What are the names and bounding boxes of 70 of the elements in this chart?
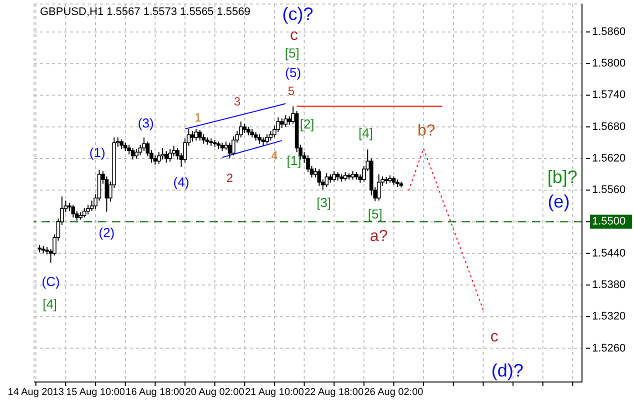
annotation: 4 xyxy=(271,148,278,162)
y-tick-label: 1.5440 xyxy=(592,247,626,260)
candlestick xyxy=(258,134,262,144)
candlestick xyxy=(265,134,269,144)
y-tick-label: 1.5260 xyxy=(592,342,626,354)
candlestick xyxy=(82,208,86,218)
y-tick-label: 1.5860 xyxy=(592,26,626,38)
candlestick xyxy=(120,138,124,150)
annotation: [4] xyxy=(42,296,58,312)
candlestick xyxy=(228,142,232,159)
annotation: [5] xyxy=(368,206,382,222)
candlestick xyxy=(71,204,76,218)
annotation: [3] xyxy=(316,194,332,210)
candlestick xyxy=(317,168,322,186)
y-tick-label: 1.5620 xyxy=(592,152,626,164)
x-tick-label: 15 Aug 10:00 xyxy=(66,387,126,398)
annotation: [b]? xyxy=(547,166,578,187)
candlestick xyxy=(324,172,329,188)
y-tick-label: 1.5500 xyxy=(592,216,626,228)
annotation: (3) xyxy=(138,116,154,131)
y-tick-label: 1.5320 xyxy=(592,310,626,323)
annotation: (c)? xyxy=(282,4,314,24)
candlestick xyxy=(134,148,138,159)
candlestick xyxy=(156,152,161,164)
candlestick xyxy=(194,128,198,142)
candlestick xyxy=(164,150,168,164)
annotation: 3 xyxy=(234,94,241,109)
y-tick-label: 1.5800 xyxy=(592,58,626,70)
candlestick xyxy=(142,136,146,152)
x-tick-label: 22 Aug 18:00 xyxy=(304,387,364,398)
candlestick xyxy=(168,148,172,162)
x-tick-label: 14 Aug 2013 xyxy=(8,387,64,398)
annotation: (d)? xyxy=(491,360,524,380)
y-tick-label: 1.5560 xyxy=(592,184,626,196)
annotation: (2) xyxy=(98,225,115,240)
candlestick xyxy=(190,130,194,142)
annotation: (e) xyxy=(548,191,570,212)
annotation: [1] xyxy=(286,152,302,168)
annotation: (4) xyxy=(173,174,190,190)
x-tick-label: 26 Aug 02:00 xyxy=(364,387,424,398)
candlestick xyxy=(198,130,202,142)
candlestick xyxy=(242,123,247,134)
annotation: 5 xyxy=(288,84,295,98)
annotation: 2 xyxy=(226,170,234,185)
annotation: b? xyxy=(417,122,436,140)
candlestick xyxy=(376,174,381,202)
candlestick xyxy=(202,134,206,144)
y-tick-label: 1.5380 xyxy=(592,278,626,291)
x-tick-label: 16 Aug 18:00 xyxy=(126,387,186,398)
candlestick xyxy=(332,170,336,182)
annotation: (1) xyxy=(89,144,106,160)
x-tick-label: 21 Aug 10:00 xyxy=(244,387,304,398)
x-tick-label: 20 Aug 02:00 xyxy=(185,387,245,398)
annotation: (C) xyxy=(42,274,60,289)
annotation: a? xyxy=(370,228,388,245)
candlestick xyxy=(284,114,288,128)
candlestick xyxy=(130,147,135,160)
candlestick xyxy=(160,147,165,160)
annotation: c xyxy=(490,328,498,346)
annotation: 1 xyxy=(194,110,202,124)
chart-title: GBPUSD,H1 1.5567 1.5573 1.5565 1.5569 xyxy=(40,6,250,18)
annotation: c xyxy=(290,26,298,44)
y-tick-label: 1.5680 xyxy=(592,120,626,133)
annotation: (5) xyxy=(285,64,302,80)
candlestick xyxy=(86,204,90,215)
candlestick xyxy=(280,118,284,128)
annotation: [4] xyxy=(358,125,374,140)
y-tick-label: 1.5740 xyxy=(592,89,626,102)
annotation: [5] xyxy=(284,45,300,60)
annotation: [2] xyxy=(300,116,314,132)
